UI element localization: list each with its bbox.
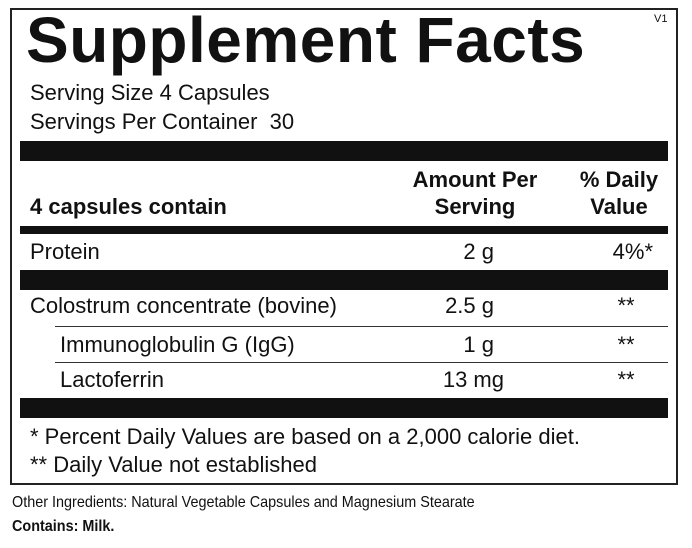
title: Supplement Facts [26,4,586,76]
row-amount: 1 g [463,332,494,357]
row-name: Lactoferrin [60,367,164,392]
thick-bar [20,270,668,290]
label-box [10,8,678,485]
medium-bar [20,226,668,234]
allergen: Contains: Milk. [12,518,115,535]
row-name: Colostrum concentrate (bovine) [30,293,337,318]
row-name: Immunoglobulin G (IgG) [60,332,295,357]
servings-per-container: Servings Per Container 30 [30,109,295,134]
row-amount: 2.5 g [445,293,494,318]
column-label: 4 capsules contain [30,194,227,219]
footnote: ** Daily Value not established [30,452,317,477]
row-dv: ** [617,332,635,357]
thick-bar [20,398,668,418]
footnote: * Percent Daily Values are based on a 2,… [30,424,580,449]
thick-bar [20,141,668,161]
row-amount: 13 mg [442,367,504,392]
row-name: Protein [30,239,100,264]
version: V1 [654,13,668,25]
row-dv: ** [617,293,635,318]
row-divider [55,326,668,327]
row-dv: ** [617,367,635,392]
dv-header: % Daily [579,167,659,192]
row-divider [55,362,668,363]
row-dv: 4%* [612,239,653,264]
dv-header: Value [590,194,648,219]
amount-header: Serving [434,194,516,219]
serving-size: Serving Size 4 Capsules [30,80,270,105]
amount-header: Amount Per [412,167,538,192]
row-amount: 2 g [463,239,494,264]
other-ingredients: Other Ingredients: Natural Vegetable Cap… [12,494,475,511]
